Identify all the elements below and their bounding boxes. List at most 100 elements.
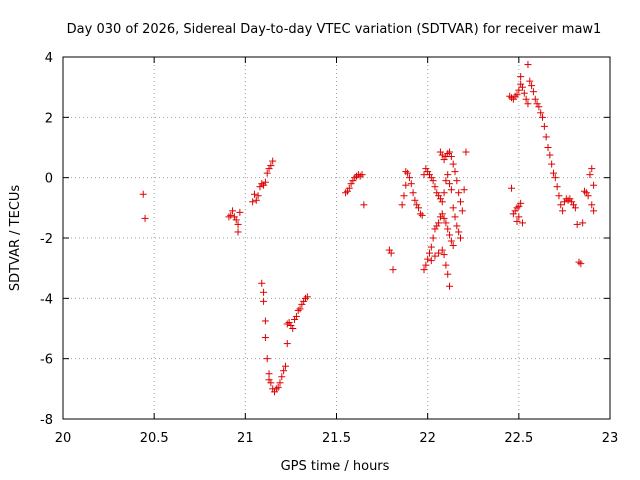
data-point bbox=[436, 195, 444, 203]
x-tick-label: 23 bbox=[602, 431, 619, 446]
data-point bbox=[517, 199, 525, 207]
data-point bbox=[261, 334, 269, 342]
data-point bbox=[342, 189, 350, 197]
data-point bbox=[256, 183, 264, 191]
data-point bbox=[462, 148, 470, 156]
data-point bbox=[446, 180, 454, 188]
data-point bbox=[455, 228, 463, 236]
data-point bbox=[555, 192, 563, 200]
data-point bbox=[577, 260, 585, 268]
data-point bbox=[548, 160, 556, 168]
data-point bbox=[451, 213, 459, 221]
data-point bbox=[513, 204, 521, 212]
data-point bbox=[435, 219, 443, 227]
data-point bbox=[260, 288, 268, 296]
data-point bbox=[234, 228, 242, 236]
data-point bbox=[269, 157, 277, 165]
data-point bbox=[250, 190, 258, 198]
data-point bbox=[438, 246, 446, 254]
data-point bbox=[400, 192, 408, 200]
data-point bbox=[568, 198, 576, 206]
data-point bbox=[517, 73, 525, 81]
data-point bbox=[303, 293, 311, 301]
data-point bbox=[446, 282, 454, 290]
data-point bbox=[296, 305, 304, 313]
data-point bbox=[433, 189, 441, 197]
data-point bbox=[522, 95, 530, 103]
data-point bbox=[444, 150, 452, 158]
data-point bbox=[416, 210, 424, 218]
data-point bbox=[427, 257, 435, 265]
data-point bbox=[402, 168, 410, 176]
y-tick-label: -6 bbox=[40, 353, 53, 368]
data-point bbox=[425, 171, 433, 179]
data-point bbox=[449, 242, 457, 250]
data-point bbox=[551, 174, 559, 182]
data-point bbox=[254, 192, 262, 200]
data-point bbox=[358, 171, 366, 179]
data-point bbox=[409, 189, 417, 197]
data-point bbox=[564, 196, 572, 204]
data-point bbox=[566, 195, 574, 203]
data-point bbox=[298, 300, 306, 308]
data-point bbox=[518, 83, 526, 91]
data-point bbox=[579, 219, 587, 227]
data-point bbox=[267, 379, 275, 387]
grid-lines bbox=[63, 57, 610, 419]
data-point bbox=[411, 196, 419, 204]
data-point bbox=[444, 225, 452, 233]
data-point bbox=[456, 198, 464, 206]
data-point bbox=[402, 181, 410, 189]
x-tick-label: 20.5 bbox=[140, 431, 169, 446]
data-series-maw1 bbox=[139, 61, 598, 396]
data-point bbox=[422, 261, 430, 269]
data-point bbox=[515, 86, 523, 94]
data-point bbox=[424, 255, 432, 263]
data-point bbox=[351, 174, 359, 182]
data-point bbox=[584, 192, 592, 200]
data-point bbox=[511, 92, 519, 100]
data-point bbox=[236, 208, 244, 216]
data-point bbox=[582, 189, 590, 197]
data-point bbox=[141, 214, 149, 222]
data-point bbox=[435, 192, 443, 200]
data-point bbox=[418, 211, 426, 219]
data-point bbox=[431, 183, 439, 191]
data-point bbox=[283, 320, 291, 328]
data-point bbox=[425, 249, 433, 257]
data-point bbox=[508, 94, 516, 102]
data-point bbox=[442, 219, 450, 227]
data-point bbox=[559, 207, 567, 215]
data-point bbox=[356, 172, 364, 180]
data-point bbox=[590, 181, 598, 189]
data-point bbox=[524, 61, 532, 69]
data-point bbox=[436, 213, 444, 221]
data-point bbox=[271, 388, 279, 396]
data-point bbox=[447, 237, 455, 245]
data-point bbox=[272, 385, 280, 393]
data-point bbox=[513, 91, 521, 99]
data-point bbox=[385, 246, 393, 254]
data-point bbox=[420, 266, 428, 274]
data-point bbox=[456, 234, 464, 242]
data-point bbox=[580, 187, 588, 195]
data-point bbox=[447, 186, 455, 194]
data-point bbox=[431, 225, 439, 233]
data-point bbox=[345, 184, 353, 192]
data-point bbox=[557, 201, 565, 209]
data-point bbox=[349, 177, 357, 185]
data-point bbox=[588, 165, 596, 173]
data-point bbox=[280, 367, 288, 375]
data-point bbox=[455, 189, 463, 197]
data-point bbox=[267, 162, 275, 170]
x-tick-label: 21 bbox=[237, 431, 254, 446]
data-point bbox=[413, 201, 421, 209]
data-point bbox=[451, 168, 459, 176]
data-point bbox=[528, 82, 536, 90]
data-point bbox=[526, 77, 534, 85]
x-tick-label: 22.5 bbox=[504, 431, 533, 446]
data-point bbox=[294, 306, 302, 314]
data-point bbox=[431, 252, 439, 260]
